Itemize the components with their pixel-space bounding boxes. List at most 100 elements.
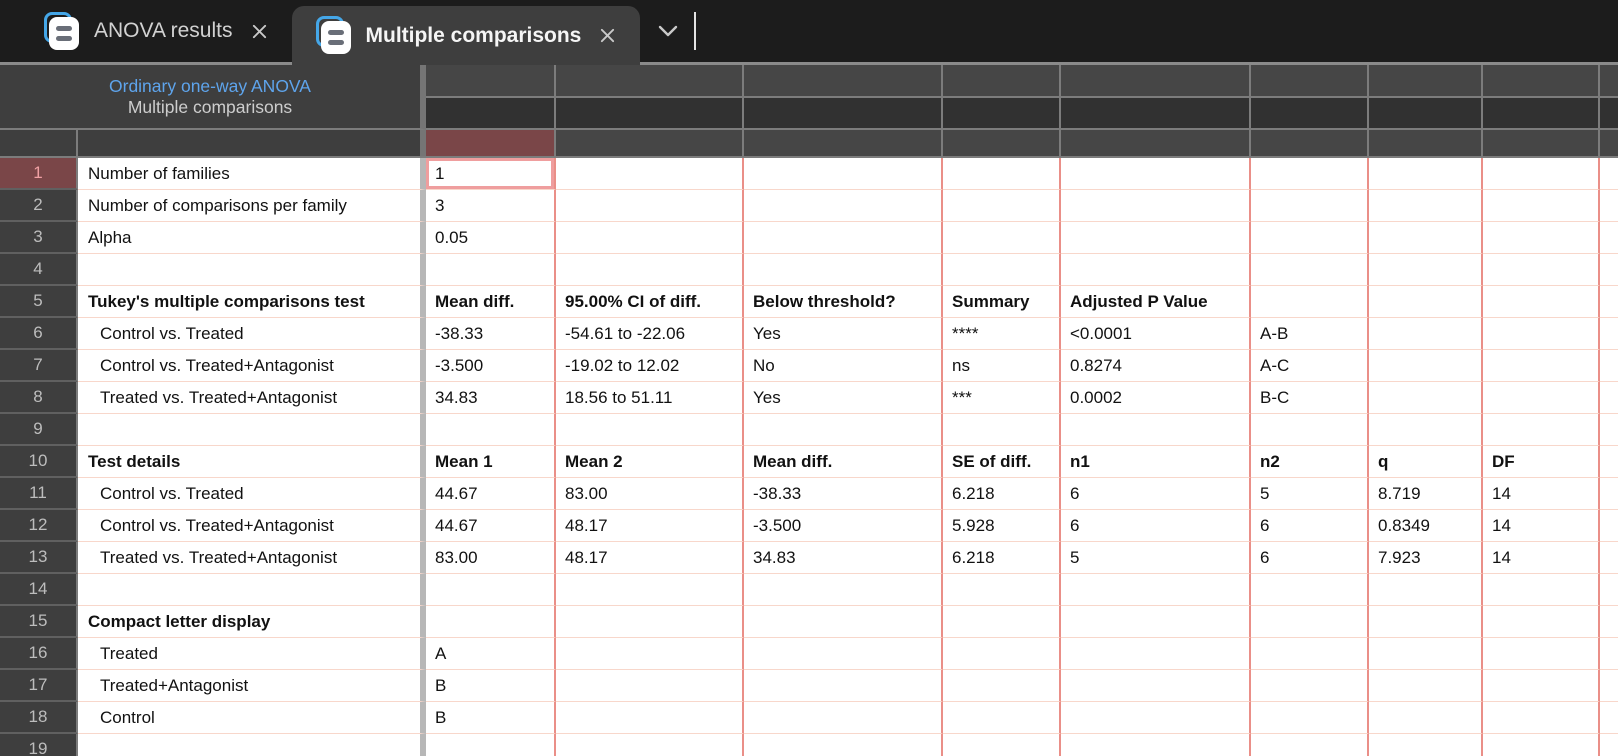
cell[interactable] bbox=[1369, 606, 1483, 638]
cell[interactable]: 83.00 bbox=[426, 542, 556, 574]
row-number[interactable]: 7 bbox=[0, 350, 78, 382]
column-header-cell[interactable] bbox=[1251, 65, 1367, 98]
cell[interactable]: 6 bbox=[1061, 478, 1251, 510]
cell[interactable]: B bbox=[426, 670, 556, 702]
cell[interactable] bbox=[744, 222, 943, 254]
cell[interactable]: -54.61 to -22.06 bbox=[556, 318, 744, 350]
cell[interactable]: 44.67 bbox=[426, 478, 556, 510]
row-title[interactable] bbox=[78, 574, 426, 606]
cell[interactable] bbox=[1600, 286, 1618, 318]
cell[interactable] bbox=[1369, 254, 1483, 286]
cell[interactable] bbox=[1061, 670, 1251, 702]
cell[interactable] bbox=[1483, 222, 1600, 254]
cell[interactable]: A bbox=[426, 638, 556, 670]
row-title[interactable]: Tukey's multiple comparisons test bbox=[78, 286, 426, 318]
cell[interactable]: 3 bbox=[426, 190, 556, 222]
cell[interactable]: 44.67 bbox=[426, 510, 556, 542]
column-header-cell[interactable] bbox=[1483, 65, 1598, 98]
cell[interactable]: Mean 1 bbox=[426, 446, 556, 478]
row-number[interactable]: 13 bbox=[0, 542, 78, 574]
cell[interactable] bbox=[1251, 414, 1369, 446]
cell[interactable] bbox=[744, 606, 943, 638]
cell[interactable]: 8.719 bbox=[1369, 478, 1483, 510]
cell[interactable] bbox=[1369, 318, 1483, 350]
cell[interactable]: **** bbox=[943, 318, 1061, 350]
column-header-cell[interactable] bbox=[1061, 130, 1249, 156]
cell[interactable]: Below threshold? bbox=[744, 286, 943, 318]
cell[interactable]: 0.05 bbox=[426, 222, 556, 254]
row-number-header[interactable] bbox=[0, 130, 78, 156]
cell[interactable] bbox=[1600, 702, 1618, 734]
cell[interactable]: <0.0001 bbox=[1061, 318, 1251, 350]
cell[interactable] bbox=[1600, 382, 1618, 414]
cell[interactable]: Summary bbox=[943, 286, 1061, 318]
cell[interactable] bbox=[744, 254, 943, 286]
cell[interactable] bbox=[1369, 222, 1483, 254]
cell[interactable] bbox=[556, 254, 744, 286]
row-number[interactable]: 19 bbox=[0, 734, 78, 756]
column-header-cell[interactable] bbox=[943, 130, 1059, 156]
cell[interactable] bbox=[1061, 222, 1251, 254]
row-number[interactable]: 18 bbox=[0, 702, 78, 734]
column-header[interactable] bbox=[1369, 65, 1483, 156]
cell[interactable] bbox=[1600, 254, 1618, 286]
cell[interactable] bbox=[1369, 670, 1483, 702]
cell[interactable] bbox=[1251, 190, 1369, 222]
row-number[interactable]: 3 bbox=[0, 222, 78, 254]
cell[interactable] bbox=[556, 670, 744, 702]
cell[interactable] bbox=[943, 670, 1061, 702]
cell[interactable] bbox=[1600, 638, 1618, 670]
cell[interactable] bbox=[744, 670, 943, 702]
cell[interactable] bbox=[556, 574, 744, 606]
row-title[interactable] bbox=[78, 414, 426, 446]
cell[interactable] bbox=[1483, 382, 1600, 414]
column-header-cell[interactable] bbox=[744, 65, 941, 98]
row-title[interactable]: Control bbox=[78, 702, 426, 734]
row-number[interactable]: 12 bbox=[0, 510, 78, 542]
cell[interactable]: 34.83 bbox=[426, 382, 556, 414]
cell[interactable]: A-C bbox=[1251, 350, 1369, 382]
cell[interactable] bbox=[1483, 574, 1600, 606]
cell[interactable]: 14 bbox=[1483, 510, 1600, 542]
cell[interactable] bbox=[943, 734, 1061, 756]
cell[interactable]: Mean 2 bbox=[556, 446, 744, 478]
row-title-header[interactable] bbox=[78, 130, 420, 156]
cell[interactable] bbox=[426, 734, 556, 756]
cell[interactable] bbox=[1061, 190, 1251, 222]
row-title[interactable]: Alpha bbox=[78, 222, 426, 254]
cell[interactable]: -38.33 bbox=[426, 318, 556, 350]
row-title[interactable]: Treated vs. Treated+Antagonist bbox=[78, 542, 426, 574]
chevron-down-icon[interactable] bbox=[656, 24, 680, 39]
cell[interactable] bbox=[1600, 446, 1618, 478]
cell[interactable] bbox=[1251, 574, 1369, 606]
cell[interactable] bbox=[1061, 414, 1251, 446]
column-header-cell[interactable] bbox=[556, 65, 742, 98]
row-number[interactable]: 9 bbox=[0, 414, 78, 446]
cell[interactable] bbox=[1600, 478, 1618, 510]
cell[interactable] bbox=[1369, 190, 1483, 222]
cell[interactable] bbox=[1369, 574, 1483, 606]
cell[interactable]: Yes bbox=[744, 318, 943, 350]
cell[interactable] bbox=[943, 190, 1061, 222]
column-header[interactable] bbox=[1251, 65, 1369, 156]
row-number[interactable]: 8 bbox=[0, 382, 78, 414]
cell[interactable] bbox=[556, 190, 744, 222]
cell[interactable] bbox=[426, 574, 556, 606]
cell[interactable] bbox=[1600, 670, 1618, 702]
cell[interactable] bbox=[556, 158, 744, 190]
cell[interactable] bbox=[1600, 414, 1618, 446]
cell[interactable] bbox=[1483, 734, 1600, 756]
cell[interactable]: 48.17 bbox=[556, 542, 744, 574]
row-number[interactable]: 2 bbox=[0, 190, 78, 222]
column-header-cell[interactable] bbox=[1483, 130, 1598, 156]
cell[interactable] bbox=[1600, 350, 1618, 382]
column-header-cell[interactable] bbox=[1600, 130, 1618, 156]
row-number[interactable]: 5 bbox=[0, 286, 78, 318]
row-number[interactable]: 1 bbox=[0, 158, 78, 190]
column-header-cell[interactable] bbox=[1600, 98, 1618, 130]
cell[interactable]: 5.928 bbox=[943, 510, 1061, 542]
row-title[interactable]: Control vs. Treated bbox=[78, 318, 426, 350]
cell[interactable]: 6 bbox=[1251, 542, 1369, 574]
cell[interactable] bbox=[1483, 350, 1600, 382]
row-number[interactable]: 10 bbox=[0, 446, 78, 478]
